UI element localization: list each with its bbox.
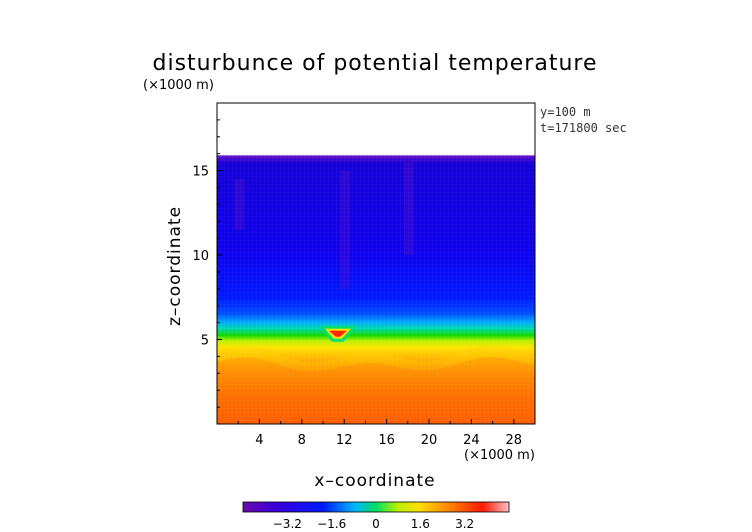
temperature-field <box>217 155 535 424</box>
top-unit-label: (×1000 m) <box>143 78 214 93</box>
colorbar-tick-label: −1.6 <box>317 517 346 531</box>
x-unit-label: (×1000 m) <box>464 448 535 463</box>
y-tick-label: 5 <box>201 334 209 349</box>
x-axis-label: x–coordinate <box>314 471 435 491</box>
y-axis: 5 10 15 <box>192 102 222 408</box>
x-tick-label: 24 <box>463 433 480 448</box>
x-tick-label: 8 <box>298 433 306 448</box>
x-tick-label: 28 <box>506 433 523 448</box>
colorbar <box>242 501 510 513</box>
x-tick-label: 4 <box>255 433 263 448</box>
colorbar-tick-label: −3.2 <box>273 517 302 531</box>
colorbar-tick-label: 3.2 <box>455 517 474 531</box>
annotation-y: y=100 m <box>540 105 591 119</box>
x-tick-label: 16 <box>378 433 395 448</box>
y-axis-label: z–coordinate <box>165 206 185 326</box>
colorbar-ticks: −3.2 −1.6 0 1.6 3.2 <box>273 517 474 531</box>
y-tick-label: 10 <box>192 249 209 264</box>
x-tick-label: 20 <box>421 433 438 448</box>
colorbar-tick-label: 0 <box>372 517 380 531</box>
annotation-t: t=171800 sec <box>540 121 627 135</box>
chart-title: disturbunce of potential temperature <box>153 51 598 76</box>
colorbar-tick-label: 1.6 <box>411 517 430 531</box>
x-axis: 4 8 12 16 20 24 28 <box>237 419 536 448</box>
x-tick-label: 12 <box>336 433 353 448</box>
field-grid-texture <box>217 155 535 424</box>
y-tick-label: 15 <box>192 165 209 180</box>
plot-frame <box>216 102 536 425</box>
